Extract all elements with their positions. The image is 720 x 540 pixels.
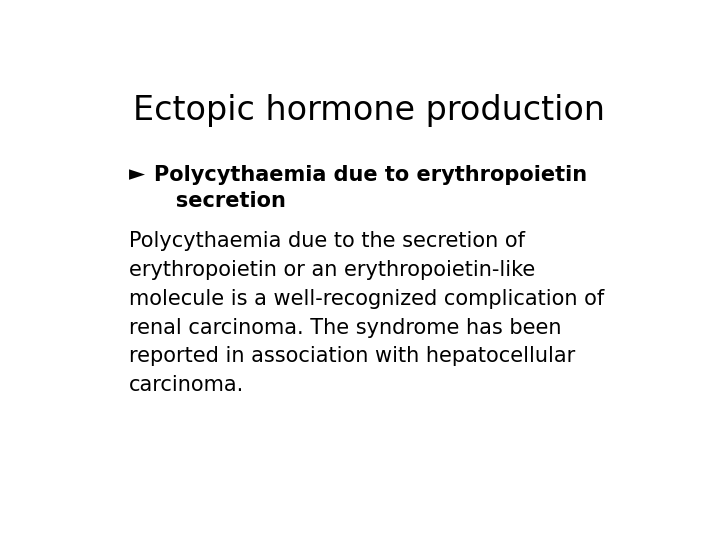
- Text: ►: ►: [129, 165, 145, 185]
- Text: Polycythaemia due to the secretion of
erythropoietin or an erythropoietin-like
m: Polycythaemia due to the secretion of er…: [129, 231, 604, 395]
- Text: Ectopic hormone production: Ectopic hormone production: [133, 94, 605, 127]
- Text: Polycythaemia due to erythropoietin
   secretion: Polycythaemia due to erythropoietin secr…: [154, 165, 588, 211]
